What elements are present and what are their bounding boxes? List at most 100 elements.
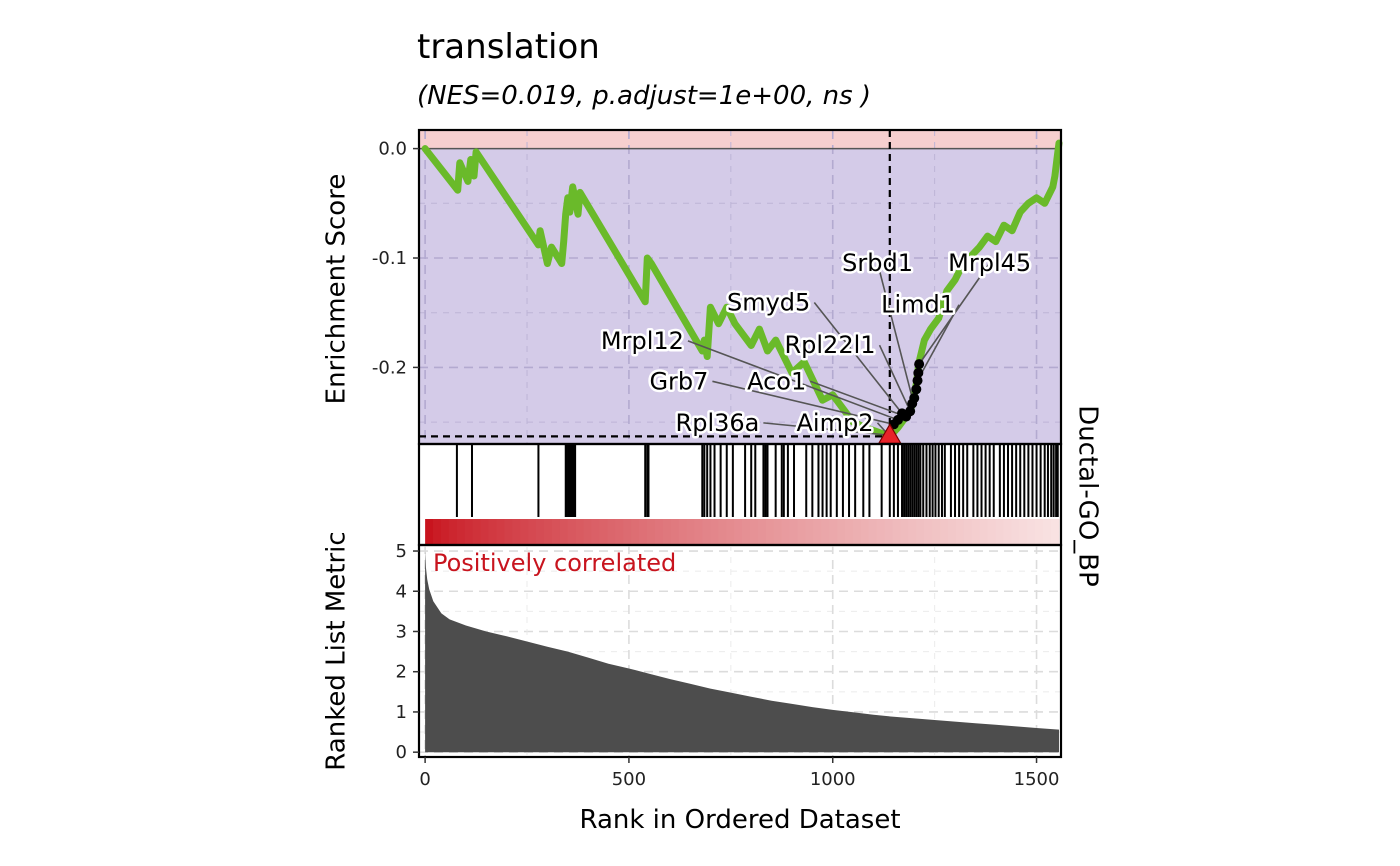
gene-label: Limd1 <box>881 291 955 319</box>
rank-gradient-segment <box>718 519 727 545</box>
rank-gradient-segment <box>789 519 799 545</box>
x-tick-label: 500 <box>612 769 646 790</box>
rank-gradient-segment <box>623 519 632 545</box>
rank-gradient-segment <box>1035 519 1044 545</box>
rank-gradient-segment <box>599 519 608 545</box>
x-axis: 0 500 1000 1500 <box>419 757 1059 790</box>
rank-gradient-segment <box>829 519 838 545</box>
gene-labels: Srbd1 Mrpl45 Limd1 Smyd5 Rpl22l1 Mrpl12 Grb7 Ac… <box>598 247 1033 440</box>
metric-y-axis: 0 1 2 3 4 5 <box>396 541 419 763</box>
rank-gradient-segment <box>504 519 513 545</box>
rank-gradient-segment <box>971 519 981 545</box>
rank-gradient-segment <box>892 519 902 545</box>
rank-gradient-segment <box>631 519 640 545</box>
rank-gradient-segment <box>1011 519 1020 545</box>
enrichment-score-panel: Srbd1 Mrpl45 Limd1 Smyd5 Rpl22l1 Mrpl12 Grb7 Ac… <box>322 128 1063 446</box>
rank-gradient-segment <box>995 519 1005 545</box>
rank-gradient-segment <box>924 519 933 545</box>
x-tick-label: 1000 <box>810 769 856 790</box>
metric-y-tick-label: 3 <box>396 621 407 642</box>
gene-label-connector <box>687 340 899 421</box>
chart-title: translation <box>417 27 600 67</box>
rank-gradient-segment <box>932 519 941 545</box>
rank-gradient-segment <box>916 519 925 545</box>
rank-gradient-segment <box>440 519 450 545</box>
ranked-metric-area <box>425 551 1060 753</box>
rank-gradient-segment <box>813 519 822 545</box>
gene-label-connector <box>876 262 916 406</box>
es-y-tick-label: 0.0 <box>378 139 407 160</box>
rank-gradient-segment <box>884 519 894 545</box>
rank-gradient-segment <box>979 519 989 545</box>
metric-y-tick-label: 2 <box>396 662 407 683</box>
rank-gradient-segment <box>805 519 814 545</box>
rank-gradient-segment <box>662 519 672 545</box>
rank-gradient-segment <box>639 519 648 545</box>
rank-gradient-segment <box>757 519 767 545</box>
positively-correlated-annotation: Positively correlated <box>433 549 676 577</box>
rank-gradient-segment <box>987 519 997 545</box>
gene-label: Aimp2 <box>797 409 874 437</box>
rank-gradient-segment <box>963 519 973 545</box>
x-axis-title: Rank in Ordered Dataset <box>579 805 900 835</box>
x-tick-label: 0 <box>419 769 430 790</box>
rank-gradient-segment <box>520 519 529 545</box>
rank-gradient-segment <box>1003 519 1013 545</box>
gene-label-connector <box>916 304 960 381</box>
rank-gradient-segment <box>551 519 561 545</box>
rank-gradient-segment <box>1019 519 1028 545</box>
leading-edge-point <box>913 367 924 378</box>
leading-edge-point <box>909 393 920 404</box>
rank-gradient-segment <box>710 519 719 545</box>
gene-label: Smyd5 <box>727 289 810 317</box>
rank-gradient-segment <box>734 519 743 545</box>
leading-edge-point <box>912 375 923 386</box>
rank-gradient-segment <box>472 519 482 545</box>
gene-label: Mrpl12 <box>601 327 684 355</box>
rank-gradient-segment <box>955 519 965 545</box>
rank-gradient-segment <box>726 519 735 545</box>
rank-gradient-segment <box>821 519 830 545</box>
running-enrichment-score-line <box>421 139 1063 440</box>
metric-panel-border <box>417 543 1063 759</box>
rank-gradient-segment <box>845 519 854 545</box>
rank-gradient-segment <box>591 519 601 545</box>
rank-gradient-segment <box>1027 519 1036 545</box>
es-gridlines <box>419 130 1061 444</box>
gene-label: Aco1 <box>747 367 806 395</box>
metric-y-tick-label: 4 <box>396 581 407 602</box>
gene-hit-ticks <box>455 444 1059 517</box>
x-tick-label: 1500 <box>1014 769 1060 790</box>
rank-gradient-segment <box>908 519 917 545</box>
gene-label: Srbd1 <box>842 249 913 277</box>
positive-es-background <box>419 130 1061 149</box>
rank-gradient-segment <box>852 519 862 545</box>
rank-gradient-segment <box>464 519 474 545</box>
rank-gradient-segment <box>528 519 537 545</box>
rank-gradient-segment <box>702 519 711 545</box>
rank-gradient-segment <box>742 519 751 545</box>
rank-gradient-bar <box>425 519 1060 545</box>
gene-label-connector <box>809 380 907 418</box>
title-group: translation (NES=0.019, p.adjust=1e+00, … <box>417 27 871 111</box>
facet-strip-label: Ductal-GO_BP <box>1073 405 1103 587</box>
rank-gradient-segment <box>797 519 807 545</box>
rank-gradient-segment <box>575 519 585 545</box>
leading-edge-point <box>911 384 922 395</box>
rank-gradient-segment <box>860 519 870 545</box>
rank-gradient-segment <box>686 519 696 545</box>
rank-gradient-segment <box>781 519 791 545</box>
gene-label: Rpl36a <box>676 409 760 437</box>
rank-gradient-segment <box>536 519 545 545</box>
rank-gradient-segment <box>448 519 458 545</box>
es-y-axis: 0.0 -0.1 -0.2 <box>372 139 419 378</box>
leading-edge-point <box>905 406 916 417</box>
rank-gradient-segment <box>433 519 442 545</box>
gene-label: Grb7 <box>649 367 708 395</box>
rank-gradient-segment <box>425 519 434 545</box>
leading-edge-point <box>914 359 925 370</box>
rank-gradient-segment <box>948 519 957 545</box>
rank-gradient-segment <box>559 519 569 545</box>
rank-gradient-segment <box>512 519 521 545</box>
